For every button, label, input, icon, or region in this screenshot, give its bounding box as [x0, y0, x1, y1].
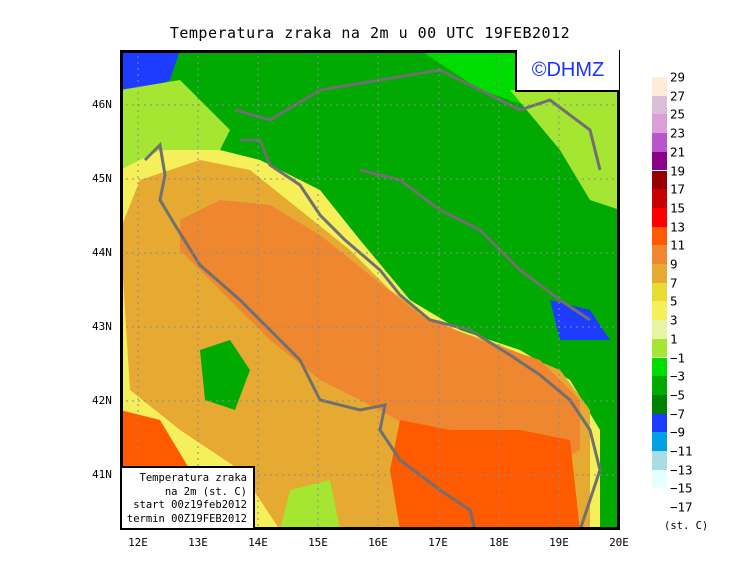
lat-label: 42N [92, 394, 112, 407]
legend-label: 21 [670, 144, 686, 160]
cold-area-nw [123, 53, 179, 95]
legend-label: 29 [670, 69, 686, 85]
land-cold-italy [200, 340, 250, 410]
legend-label: 19 [670, 163, 686, 178]
temperature-map [120, 50, 620, 530]
legend-label: 15 [670, 200, 686, 216]
legend-swatch [652, 394, 667, 414]
lon-label: 14E [248, 536, 268, 549]
legend-label: 1 [670, 331, 678, 347]
legend-label: 13 [670, 219, 686, 235]
legend-label: −9 [670, 424, 686, 440]
lat-label: 44N [92, 246, 112, 259]
legend-swatch [652, 432, 667, 451]
info-box: Temperatura zraka na 2m (st. C) start 00… [122, 466, 255, 528]
legend-label: −15 [670, 480, 693, 496]
sea-zone-hot-se [390, 420, 580, 527]
legend-swatch [652, 114, 667, 134]
legend-swatch [652, 451, 667, 470]
legend-label: 17 [670, 181, 686, 197]
lat-label: 41N [92, 468, 112, 481]
legend-label: −5 [670, 387, 686, 403]
legend-swatch [652, 301, 667, 321]
cold-patch-se [550, 300, 610, 340]
mild-area-nw [123, 80, 230, 170]
lon-label: 19E [549, 536, 569, 549]
legend-label: 3 [670, 312, 678, 328]
legend-label: 11 [670, 237, 686, 253]
legend-swatch [652, 338, 667, 358]
legend-label: 25 [670, 106, 686, 122]
legend-label: −11 [670, 443, 693, 459]
graticule [123, 53, 617, 527]
legend-swatch [652, 133, 667, 152]
legend-label: −17 [670, 499, 693, 515]
info-line: start 00z19feb2012 [133, 499, 247, 511]
legend-swatch [652, 207, 667, 227]
legend-label: −7 [670, 406, 686, 422]
dhmz-logo: ©DHMZ [515, 50, 619, 92]
legend-swatch [652, 189, 667, 208]
legend-swatch [652, 170, 667, 190]
lon-label: 16E [368, 536, 388, 549]
legend-swatch [652, 357, 667, 377]
legend-label: −3 [670, 368, 686, 384]
lon-label: 17E [428, 536, 448, 549]
legend-label: 23 [670, 125, 686, 141]
legend-unit: (st. C) [664, 520, 709, 532]
lon-label: 12E [128, 536, 148, 549]
map-title: Temperatura zraka na 2m u 00 UTC 19FEB20… [169, 24, 571, 42]
sea-zone-warm [180, 200, 580, 470]
legend-label: 9 [670, 256, 678, 272]
legend-swatch [652, 77, 667, 96]
legend-swatch [652, 226, 667, 246]
info-line: na 2m (st. C) [164, 485, 247, 498]
land-mild-italy [280, 480, 340, 527]
legend-swatch [652, 282, 667, 302]
lon-label: 20E [609, 536, 629, 549]
legend-swatch [652, 376, 667, 395]
legend-label: 27 [670, 88, 686, 104]
temperature-field [123, 53, 617, 527]
legend-swatch [652, 95, 667, 115]
legend-swatch [652, 469, 667, 489]
land-mild-patch [510, 90, 617, 209]
lon-label: 15E [308, 536, 328, 549]
legend-swatch [652, 151, 667, 171]
legend-label: −13 [670, 462, 693, 478]
legend-swatch [652, 264, 667, 283]
lat-label: 43N [92, 320, 112, 333]
legend-swatch [652, 413, 667, 433]
legend-label: 7 [670, 275, 678, 291]
lat-label: 46N [92, 98, 112, 111]
lon-label: 13E [188, 536, 208, 549]
legend-label: −1 [670, 350, 686, 365]
legend-swatch [652, 245, 667, 264]
info-line: Temperatura zraka [139, 472, 247, 484]
legend-swatch [652, 320, 667, 339]
lon-label: 18E [489, 536, 509, 549]
info-line: termin 00Z19FEB2012 [126, 512, 247, 525]
legend-label: 5 [670, 293, 678, 309]
lat-label: 45N [92, 172, 112, 185]
